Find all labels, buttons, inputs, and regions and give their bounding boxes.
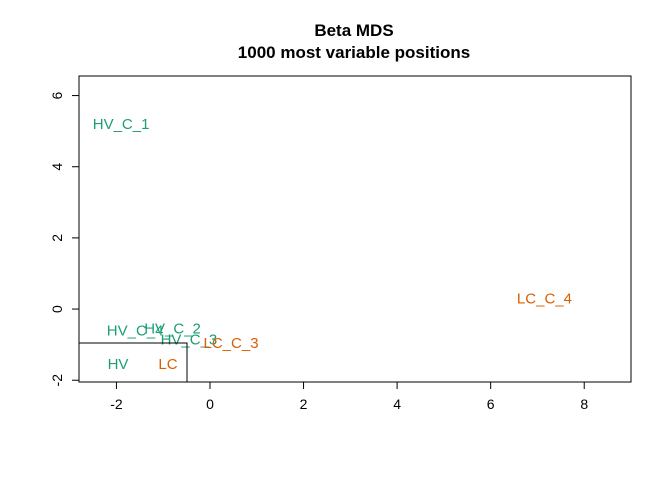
y-tick-label: 0 <box>49 305 65 313</box>
point-label: HV_C_2 <box>144 321 201 338</box>
y-tick-label: 2 <box>49 234 65 242</box>
point-labels: HV_C_1 HV_C_2HV_C_3HV_C_4 LC_C_3 LC_C_4 <box>93 116 572 352</box>
x-tick-label: -2 <box>110 396 123 412</box>
legend-box <box>78 342 188 383</box>
x-tick-label: 6 <box>487 396 495 412</box>
x-tick-label: 0 <box>206 396 214 412</box>
x-tick-label: 2 <box>300 396 308 412</box>
y-tick-label: 6 <box>49 91 65 99</box>
x-tick-label: 4 <box>393 396 401 412</box>
legend-item: HV <box>108 356 129 373</box>
point-label: HV_C_1 <box>93 116 150 133</box>
chart-title: Beta MDS <box>314 21 393 40</box>
legend: HV LC <box>78 342 188 383</box>
y-tick-label: -2 <box>49 374 65 387</box>
point-label: LC_C_4 <box>517 290 572 307</box>
legend-item: LC <box>158 356 177 373</box>
point-label: HV_C_3 <box>161 331 218 348</box>
y-tick-label: 4 <box>49 163 65 171</box>
axes: -2 0 2 4 6 8 -2 0 2 4 6 <box>49 91 588 412</box>
point-label: HV_C_4 <box>107 322 164 339</box>
chart-subtitle: 1000 most variable positions <box>238 43 470 62</box>
point-label: LC_C_3 <box>204 335 259 352</box>
x-tick-label: 8 <box>580 396 588 412</box>
